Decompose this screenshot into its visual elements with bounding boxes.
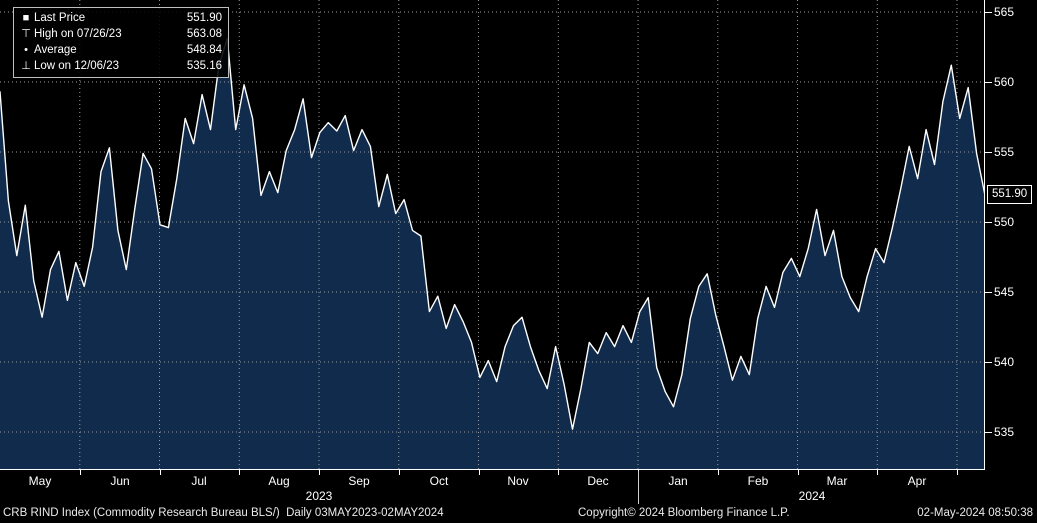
last-price-marker-icon: ■ <box>22 12 30 24</box>
legend-row-last-price: ■ Last Price 551.90 <box>18 10 222 26</box>
footer-copyright: Copyright© 2024 Bloomberg Finance L.P. <box>578 507 790 519</box>
legend-value: 563.08 <box>186 28 222 40</box>
legend-label: Average <box>34 44 77 56</box>
y-axis-label: 565 <box>994 5 1015 19</box>
x-month-label: Jul <box>191 474 207 488</box>
y-tick-mark <box>985 432 992 433</box>
y-axis-label: 550 <box>994 215 1015 229</box>
x-tick-mark <box>798 470 799 475</box>
year-axis: 2023 2024 <box>0 489 985 504</box>
price-area-fill <box>0 38 985 470</box>
y-tick-mark <box>985 292 992 293</box>
low-marker-icon: ⊥ <box>21 60 31 72</box>
footer: CRB RIND Index (Commodity Research Burea… <box>0 506 1037 523</box>
y-tick-mark <box>985 362 992 363</box>
high-marker-icon: ⊤ <box>21 28 31 40</box>
x-month-label: Feb <box>747 474 769 488</box>
x-month-label: Sep <box>348 474 370 488</box>
y-tick-mark <box>985 12 992 13</box>
chart-legend: ■ Last Price 551.90 ⊤ High on 07/26/23 5… <box>13 7 229 78</box>
x-tick-mark <box>160 470 161 475</box>
x-axis: May Jun Jul Aug Sep Oct Nov Dec Jan Feb Mar Apr <box>0 474 985 489</box>
x-month-label: Dec <box>587 474 609 488</box>
legend-value: 535.16 <box>186 60 222 72</box>
x-tick-mark <box>239 470 240 475</box>
x-month-label: Mar <box>826 474 848 488</box>
x-month-label: Aug <box>268 474 290 488</box>
legend-label: Low on 12/06/23 <box>34 60 120 72</box>
x-month-label: May <box>28 474 52 488</box>
year-label: 2023 <box>305 489 333 503</box>
legend-row-average: • Average 548.84 <box>18 42 222 58</box>
x-tick-mark <box>957 470 958 475</box>
last-price-badge: 551.90 <box>987 185 1033 204</box>
x-month-label: Oct <box>429 474 449 488</box>
legend-label: High on 07/26/23 <box>34 28 122 40</box>
y-tick-mark <box>985 82 992 83</box>
x-month-label: Jun <box>110 474 130 488</box>
x-tick-mark <box>558 470 559 475</box>
legend-row-low: ⊥ Low on 12/06/23 535.16 <box>18 58 222 74</box>
x-month-label: Nov <box>507 474 529 488</box>
footer-title: CRB RIND Index (Commodity Research Burea… <box>3 507 444 519</box>
legend-value: 551.90 <box>186 12 222 24</box>
legend-value: 548.84 <box>186 44 222 56</box>
x-month-label: Apr <box>907 474 927 488</box>
average-marker-icon: • <box>24 44 28 56</box>
chart-plot[interactable] <box>0 0 985 470</box>
x-month-label: Jan <box>668 474 688 488</box>
footer-datetime: 02-May-2024 08:50:38 <box>917 507 1033 519</box>
year-divider-tick <box>638 471 639 504</box>
legend-row-high: ⊤ High on 07/26/23 563.08 <box>18 26 222 42</box>
x-tick-mark <box>877 470 878 475</box>
x-tick-mark <box>718 470 719 475</box>
y-axis-label: 555 <box>994 145 1015 159</box>
y-tick-mark <box>985 222 992 223</box>
y-tick-mark <box>985 152 992 153</box>
x-tick-mark <box>479 470 480 475</box>
price-line <box>0 37 985 430</box>
x-tick-mark <box>399 470 400 475</box>
legend-label: Last Price <box>34 12 86 24</box>
x-tick-mark <box>80 470 81 475</box>
y-axis-label: 545 <box>994 285 1015 299</box>
year-label: 2024 <box>798 489 826 503</box>
y-axis-label: 535 <box>994 425 1015 439</box>
y-axis-label: 560 <box>994 75 1015 89</box>
y-axis: 565 560 555 550 545 540 535 <box>994 0 1037 470</box>
x-tick-mark <box>319 470 320 475</box>
y-axis-label: 540 <box>994 355 1015 369</box>
